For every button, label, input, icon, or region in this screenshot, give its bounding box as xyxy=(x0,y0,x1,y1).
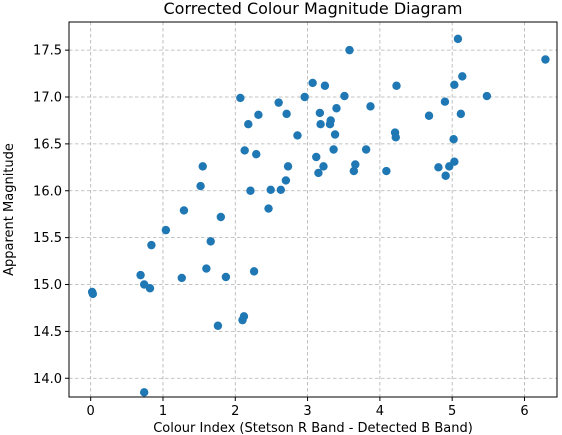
chart-title: Corrected Colour Magnitude Diagram xyxy=(163,0,462,18)
y-tick-label: 16.5 xyxy=(33,137,62,152)
data-point xyxy=(453,34,463,44)
y-tick-label: 15.0 xyxy=(33,278,62,293)
data-point xyxy=(240,146,249,155)
data-point xyxy=(316,119,325,129)
y-tick-label: 16.0 xyxy=(33,184,62,199)
data-point xyxy=(382,166,391,176)
data-point xyxy=(450,80,459,90)
data-point xyxy=(239,312,249,321)
data-point xyxy=(276,185,286,195)
data-point xyxy=(179,206,189,215)
data-point xyxy=(249,267,259,276)
data-point xyxy=(161,225,171,235)
data-points xyxy=(87,34,550,397)
data-point xyxy=(202,264,211,273)
data-point xyxy=(213,321,223,330)
data-point xyxy=(236,93,245,103)
x-tick-label: 2 xyxy=(231,404,239,419)
y-tick-label: 17.0 xyxy=(33,91,62,106)
x-tick-label: 4 xyxy=(376,404,384,419)
data-point xyxy=(139,388,149,397)
data-point xyxy=(300,92,309,102)
data-point xyxy=(366,102,375,111)
data-point xyxy=(283,162,293,171)
x-axis-label: Colour Index (Stetson R Band - Detected … xyxy=(153,421,473,435)
data-point xyxy=(391,133,400,142)
data-point xyxy=(340,91,349,101)
data-point xyxy=(293,131,302,140)
data-point xyxy=(177,273,186,283)
data-point xyxy=(88,289,98,299)
data-point xyxy=(264,204,273,213)
x-tick-label: 5 xyxy=(448,404,456,419)
data-point xyxy=(424,111,434,120)
x-tick-label: 0 xyxy=(87,404,95,419)
data-point xyxy=(221,272,231,282)
data-point xyxy=(246,186,255,195)
data-point xyxy=(541,55,550,64)
data-point xyxy=(266,185,275,195)
data-point xyxy=(136,270,145,280)
data-point xyxy=(351,160,360,169)
grid xyxy=(69,22,557,397)
data-point xyxy=(482,91,492,101)
x-tick-label: 3 xyxy=(303,404,311,419)
data-point xyxy=(244,119,253,129)
data-point xyxy=(147,240,156,250)
y-tick-label: 17.5 xyxy=(33,44,62,59)
data-point xyxy=(434,163,443,172)
y-tick-label: 15.5 xyxy=(33,231,62,246)
data-point xyxy=(320,81,330,90)
data-point xyxy=(456,109,466,119)
data-point xyxy=(392,81,401,90)
data-point xyxy=(315,108,325,118)
y-axis-label: Apparent Magnitude xyxy=(2,143,17,276)
data-point xyxy=(308,78,317,88)
data-point xyxy=(458,72,467,81)
data-point xyxy=(361,145,371,154)
data-point xyxy=(254,110,263,120)
data-point xyxy=(326,116,335,125)
data-point xyxy=(329,145,338,154)
axis-ticks: 0 1 2 3 4 5 6 14.0 14.5 15.0 15.5 16.0 16.5 17.0 17.5 xyxy=(33,44,529,419)
data-point xyxy=(274,98,283,107)
data-point xyxy=(450,157,459,166)
data-point xyxy=(349,166,359,176)
data-point xyxy=(345,45,354,55)
data-point xyxy=(441,171,450,180)
data-point xyxy=(198,162,207,171)
data-point xyxy=(449,134,458,144)
data-point xyxy=(330,130,340,139)
x-tick-label: 1 xyxy=(159,404,167,419)
y-tick-label: 14.0 xyxy=(33,372,62,387)
data-point xyxy=(440,97,450,106)
data-point xyxy=(145,284,155,293)
data-point xyxy=(216,212,226,222)
data-point xyxy=(332,104,341,113)
plot-frame xyxy=(68,21,558,398)
data-point xyxy=(252,149,261,159)
data-point xyxy=(281,176,291,185)
data-point xyxy=(282,109,291,119)
data-point xyxy=(206,237,215,246)
x-tick-label: 6 xyxy=(520,404,528,419)
data-point xyxy=(312,152,321,162)
data-point xyxy=(196,181,205,191)
data-point xyxy=(314,168,323,178)
data-point xyxy=(319,162,328,171)
y-tick-label: 14.5 xyxy=(33,325,62,340)
